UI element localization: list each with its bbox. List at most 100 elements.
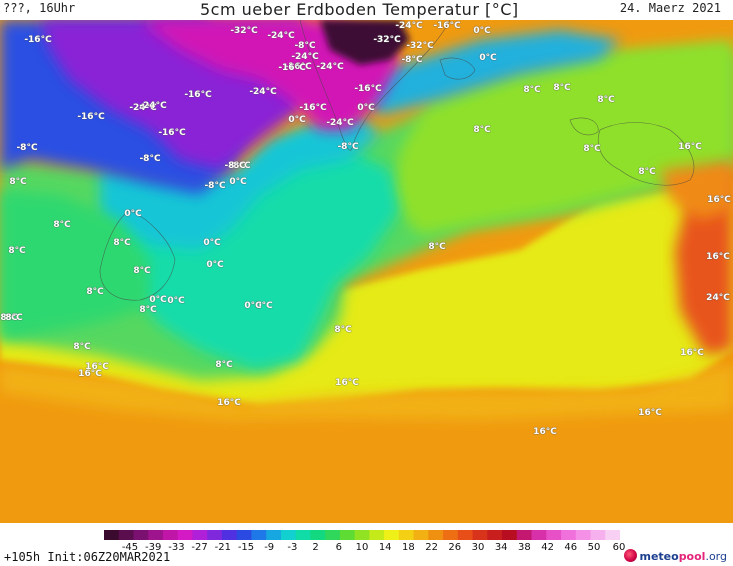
temperature-label: 16°C bbox=[638, 408, 662, 418]
temperature-label: 0°C bbox=[357, 103, 375, 113]
light-orange-zone bbox=[0, 365, 733, 420]
temperature-field bbox=[0, 20, 733, 523]
legend-swatch bbox=[384, 530, 400, 540]
legend-swatch bbox=[398, 530, 415, 540]
legend-swatch bbox=[236, 530, 253, 540]
legend-swatch bbox=[531, 530, 547, 540]
west-green-zone bbox=[0, 190, 150, 340]
header-bar: ???, 16Uhr 5cm ueber Erdboden Temperatur… bbox=[0, 0, 733, 20]
legend-tick-label: 46 bbox=[564, 542, 578, 553]
temperature-label: -16°C bbox=[354, 84, 382, 94]
temperature-label: -32°C bbox=[406, 41, 434, 51]
temperature-label: -16°C bbox=[433, 21, 461, 31]
temperature-label: -8°C bbox=[337, 142, 359, 152]
temperature-label: -8°C bbox=[294, 41, 316, 51]
legend-tick-label: 26 bbox=[448, 542, 462, 553]
legend-swatch bbox=[162, 530, 179, 540]
temperature-label: 8°C bbox=[638, 167, 656, 177]
temperature-label: -16°C bbox=[278, 63, 306, 73]
legend-tick-label: -27 bbox=[191, 542, 208, 553]
legend-tick-label: -9 bbox=[264, 542, 275, 553]
brand-meteo: meteo bbox=[639, 550, 679, 563]
temperature-label: 8°C bbox=[73, 342, 91, 352]
legend-swatch bbox=[561, 530, 577, 540]
brand-logo[interactable]: meteopool.org bbox=[624, 549, 727, 563]
temperature-label: 8°C bbox=[523, 85, 541, 95]
temperature-label: -16°C bbox=[284, 62, 312, 72]
temperature-label: 8°C bbox=[583, 144, 601, 154]
temperature-label: 8°C bbox=[597, 95, 615, 105]
logo-icon bbox=[624, 549, 638, 562]
temperature-label: -8°C bbox=[229, 161, 251, 171]
legend-tick-label: -3 bbox=[287, 542, 298, 553]
temperature-label: -24°C bbox=[395, 21, 423, 31]
legend-swatch bbox=[487, 530, 503, 540]
map-title: 5cm ueber Erdboden Temperatur [°C] bbox=[200, 0, 519, 19]
deep-purple-zone bbox=[320, 20, 410, 65]
warm-zone bbox=[660, 160, 733, 220]
legend-swatch bbox=[251, 530, 267, 540]
temperature-label: -24°C bbox=[129, 103, 157, 113]
legend-tick-label: -39 bbox=[145, 542, 162, 553]
temperature-label: 0°C bbox=[479, 53, 497, 63]
temperature-label: -32°C bbox=[230, 26, 258, 36]
temperature-label: 0°C bbox=[255, 301, 273, 311]
legend-tick-label: 50 bbox=[587, 542, 601, 553]
temperature-label: -16°C bbox=[24, 35, 52, 45]
temperature-label: -16°C bbox=[184, 90, 212, 100]
legend-swatch bbox=[207, 530, 223, 540]
legend-tick-label: -21 bbox=[214, 542, 231, 553]
temperature-label: -24°C bbox=[267, 31, 295, 41]
temperature-label: 8°C bbox=[139, 305, 157, 315]
temperature-label: 0°C bbox=[167, 296, 185, 306]
legend-tick-label: -15 bbox=[237, 542, 255, 553]
forecast-date: 24. Maerz 2021 bbox=[619, 1, 721, 15]
legend-swatch bbox=[325, 530, 341, 540]
legend-swatch bbox=[310, 530, 326, 540]
cyan-zone bbox=[100, 115, 380, 250]
temperature-label: -24°C bbox=[291, 52, 319, 62]
temperature-label: -8°C bbox=[204, 181, 226, 191]
run-info: +105h Init:06Z20MAR2021 bbox=[4, 550, 171, 564]
temperature-label: 0°C bbox=[206, 260, 224, 270]
legend-swatch bbox=[472, 530, 488, 540]
temperature-label: 16°C bbox=[680, 348, 704, 358]
legend-swatch bbox=[266, 530, 282, 540]
temperature-label: -8°C bbox=[401, 55, 423, 65]
legend-swatch bbox=[354, 530, 370, 540]
legend-tick-label: -45 bbox=[121, 542, 139, 553]
temperature-label: 16°C bbox=[217, 398, 241, 408]
brand-pool: pool bbox=[678, 550, 706, 563]
temperature-label: 8°C bbox=[53, 220, 71, 230]
temperature-label: 8°C bbox=[86, 287, 104, 297]
temperature-label: -8°C bbox=[224, 161, 246, 171]
cyan-north-zone bbox=[340, 30, 620, 115]
temperature-label: 8°C bbox=[0, 313, 18, 323]
temperature-label: 8°C bbox=[553, 83, 571, 93]
temperature-label: 0°C bbox=[203, 238, 221, 248]
hot-zone bbox=[675, 170, 733, 355]
temperature-label: -8°C bbox=[16, 143, 38, 153]
legend-swatch bbox=[280, 530, 297, 540]
temperature-label: 8°C bbox=[133, 266, 151, 276]
temperature-label: 0°C bbox=[229, 177, 247, 187]
temperature-label: 8°C bbox=[215, 360, 233, 370]
temperature-label: 8°C bbox=[428, 242, 446, 252]
legend-tick-label: 10 bbox=[355, 542, 369, 553]
temperature-label: 8°C bbox=[334, 325, 352, 335]
temperature-label: -16°C bbox=[158, 128, 186, 138]
temperature-label: 0°C bbox=[244, 301, 262, 311]
legend-tick-label: -33 bbox=[168, 542, 185, 553]
legend-tick-label: 60 bbox=[612, 542, 626, 553]
brand-org: .org bbox=[705, 550, 727, 563]
legend-swatch bbox=[369, 530, 385, 540]
legend-swatch bbox=[133, 530, 149, 540]
temperature-label: 16°C bbox=[78, 369, 102, 379]
legend-colorbar bbox=[104, 530, 620, 540]
temperature-label: 8°C bbox=[473, 125, 491, 135]
legend-swatch bbox=[502, 530, 518, 540]
legend-swatch bbox=[443, 530, 459, 540]
temperature-label: 0°C bbox=[124, 209, 142, 219]
legend-swatch bbox=[516, 530, 533, 540]
temperature-map: -16°C -32°C -24°C -8°C -24°C -16°C -16°C -24°C -… bbox=[0, 20, 733, 523]
